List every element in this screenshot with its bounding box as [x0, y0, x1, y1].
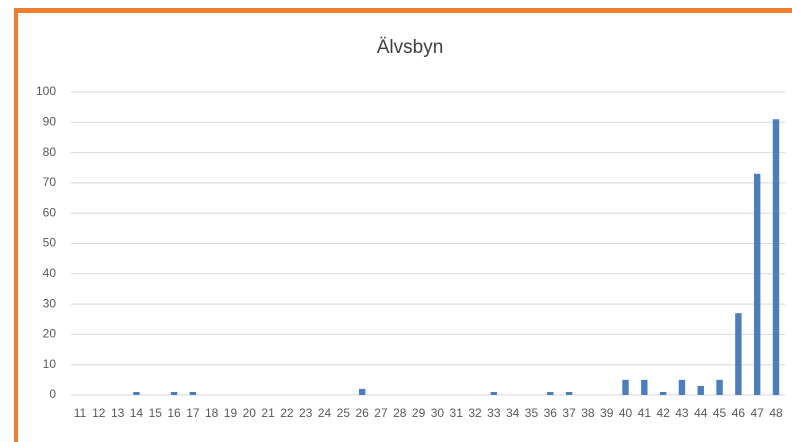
bar	[716, 379, 723, 395]
x-tick-label: 15	[149, 406, 163, 420]
x-tick-label: 38	[581, 406, 595, 420]
bar	[189, 391, 197, 395]
bar	[735, 313, 742, 395]
x-tick-label: 24	[318, 406, 332, 420]
frame-left	[14, 8, 18, 442]
x-tick-label: 21	[261, 406, 275, 420]
x-tick-label: 36	[544, 406, 558, 420]
bar	[565, 391, 573, 395]
chart-title: Älvsbyn	[377, 37, 444, 58]
bar	[622, 379, 629, 395]
x-tick-label: 28	[393, 406, 407, 420]
y-tick-label: 100	[36, 84, 56, 98]
y-tick-label: 30	[43, 296, 57, 310]
bar	[133, 391, 140, 395]
x-tick-label: 16	[167, 406, 181, 420]
x-tick-label: 26	[355, 406, 369, 420]
x-tick-label: 14	[130, 406, 144, 420]
bar	[678, 379, 686, 395]
bar	[490, 391, 498, 395]
x-tick-label: 44	[694, 406, 708, 420]
x-tick-label: 13	[111, 406, 125, 420]
bar	[753, 173, 761, 395]
x-tick-label: 23	[299, 406, 313, 420]
x-tick-label: 31	[450, 406, 464, 420]
x-tick-label: 12	[92, 406, 106, 420]
x-tick-label: 34	[506, 406, 520, 420]
x-tick-label: 29	[412, 406, 426, 420]
bar	[547, 391, 554, 395]
x-tick-label: 48	[769, 406, 783, 420]
x-tick-label: 25	[337, 406, 351, 420]
x-tick-label: 22	[280, 406, 294, 420]
bar	[697, 385, 704, 395]
y-tick-label: 70	[43, 175, 57, 189]
x-tick-label: 17	[186, 406, 200, 420]
x-tick-label: 18	[205, 406, 219, 420]
x-tick-label: 43	[675, 406, 689, 420]
frame-top	[14, 8, 792, 13]
x-tick-label: 39	[600, 406, 614, 420]
x-tick-label: 40	[619, 406, 633, 420]
y-tick-label: 20	[43, 327, 57, 341]
x-tick-label: 33	[487, 406, 501, 420]
x-tick-label: 41	[638, 406, 652, 420]
y-tick-label: 50	[43, 236, 57, 250]
x-tick-label: 35	[525, 406, 539, 420]
x-tick-label: 32	[468, 406, 482, 420]
bar	[170, 391, 178, 395]
x-tick-label: 42	[656, 406, 670, 420]
y-tick-label: 80	[43, 145, 57, 159]
y-tick-label: 0	[49, 387, 56, 401]
y-tick-label: 90	[43, 114, 57, 128]
bar	[772, 119, 780, 396]
x-tick-label: 19	[224, 406, 238, 420]
bar	[659, 391, 667, 395]
x-tick-label: 46	[732, 406, 746, 420]
x-tick-label: 11	[74, 406, 87, 420]
bar	[358, 388, 366, 395]
x-tick-label: 30	[431, 406, 445, 420]
y-tick-label: 40	[43, 266, 57, 280]
x-tick-label: 20	[243, 406, 257, 420]
y-tick-label: 60	[43, 205, 57, 219]
x-tick-label: 27	[374, 406, 388, 420]
x-tick-label: 37	[562, 406, 576, 420]
x-tick-label: 47	[751, 406, 765, 420]
x-tick-label: 45	[713, 406, 727, 420]
bar	[641, 379, 648, 395]
y-tick-label: 10	[43, 357, 57, 371]
